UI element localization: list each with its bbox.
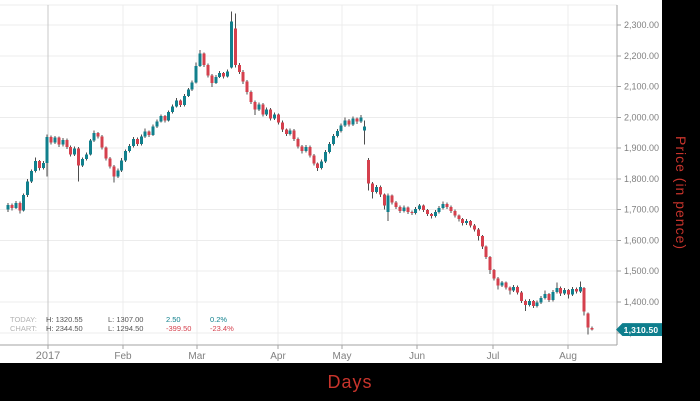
svg-text:2017: 2017 — [36, 350, 60, 362]
legend-chart-high: H: 2344.50 — [46, 324, 83, 333]
legend-chart-low: L: 1294.50 — [108, 324, 144, 333]
svg-text:2,300.00: 2,300.00 — [624, 20, 659, 30]
svg-text:May: May — [333, 351, 352, 362]
svg-text:2,000.00: 2,000.00 — [624, 112, 659, 122]
svg-text:Apr: Apr — [270, 351, 286, 362]
svg-text:1,700.00: 1,700.00 — [624, 205, 659, 215]
legend-today-change: 2.50 — [166, 315, 181, 324]
svg-text:1,900.00: 1,900.00 — [624, 143, 659, 153]
legend-chart-pct: -23.4% — [210, 324, 234, 333]
last-price-badge: 1,310.50 — [616, 323, 662, 337]
y-axis-title: Price (in pence) — [673, 136, 689, 251]
svg-text:1,600.00: 1,600.00 — [624, 235, 659, 245]
svg-text:2,100.00: 2,100.00 — [624, 82, 659, 92]
svg-text:1,400.00: 1,400.00 — [624, 297, 659, 307]
legend-today-pct: 0.2% — [210, 315, 228, 324]
legend-chart-change: -399.50 — [166, 324, 192, 333]
svg-text:1,500.00: 1,500.00 — [624, 266, 659, 276]
x-axis-title: Days — [327, 371, 373, 392]
svg-text:Feb: Feb — [114, 351, 132, 362]
svg-text:2,200.00: 2,200.00 — [624, 51, 659, 61]
legend-today-label: TODAY: — [10, 315, 37, 324]
legend-today-low: L: 1307.00 — [108, 315, 144, 324]
chart-legend: TODAY: H: 1320.55 L: 1307.00 2.50 0.2% C… — [10, 315, 252, 333]
svg-text:Aug: Aug — [559, 351, 577, 362]
x-axis-title-panel: Days — [0, 363, 700, 401]
legend-today-high: H: 1320.55 — [46, 315, 83, 324]
y-axis-title-panel: Price (in pence) — [662, 0, 700, 401]
svg-text:Jul: Jul — [487, 351, 500, 362]
legend-chart-label: CHART: — [10, 324, 37, 333]
svg-text:Jun: Jun — [409, 351, 425, 362]
svg-text:1,800.00: 1,800.00 — [624, 174, 659, 184]
svg-text:Mar: Mar — [188, 351, 206, 362]
